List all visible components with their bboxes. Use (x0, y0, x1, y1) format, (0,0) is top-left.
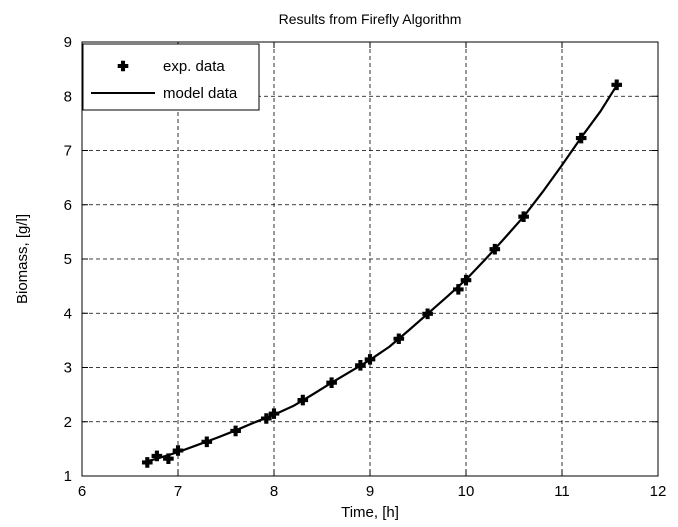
data-point (163, 453, 174, 464)
data-point (489, 243, 501, 255)
chart-title: Results from Firefly Algorithm (279, 11, 462, 27)
y-tick-label: 2 (64, 414, 72, 431)
x-tick-label: 8 (270, 483, 278, 500)
y-tick-label: 4 (64, 305, 72, 322)
data-point (355, 360, 366, 371)
legend: exp. data model data (82, 43, 260, 111)
y-tick-label: 3 (64, 360, 72, 377)
data-point (297, 394, 309, 406)
data-point (393, 333, 405, 345)
data-point (364, 354, 376, 365)
y-tick-label: 5 (64, 251, 72, 268)
legend-box (82, 43, 260, 111)
y-axis-title: Biomass, [g/l] (14, 214, 31, 304)
grid (82, 42, 658, 476)
legend-marker-exp-data (117, 60, 129, 72)
data-point (151, 450, 163, 462)
y-tick-label: 7 (64, 143, 72, 160)
data-point (575, 132, 587, 144)
x-tick-label: 9 (366, 483, 374, 500)
data-point (201, 436, 213, 448)
x-axis-title: Time, [h] (341, 504, 399, 521)
y-tick-label: 9 (64, 34, 72, 51)
y-tick-label: 6 (64, 197, 72, 214)
data-point (141, 457, 153, 468)
legend-marker-glyph (117, 60, 129, 72)
x-tick-label: 6 (78, 483, 86, 500)
y-tick-label: 8 (64, 88, 72, 105)
data-point (268, 408, 280, 419)
series-layer (141, 79, 623, 468)
data-point (453, 284, 464, 295)
series-line-model-data (146, 84, 618, 463)
data-point (518, 211, 529, 222)
data-point (422, 308, 433, 320)
x-tick-label: 11 (554, 483, 570, 500)
data-point (460, 274, 472, 286)
x-tick-label: 12 (650, 483, 667, 500)
data-point (172, 445, 184, 456)
x-tick-label: 7 (174, 483, 182, 500)
data-point (261, 413, 272, 424)
legend-label-exp-data: exp. data (163, 58, 225, 75)
data-point (230, 425, 241, 437)
data-point (326, 377, 337, 388)
y-tick-label: 1 (64, 468, 72, 485)
legend-label-model-data: model data (163, 85, 238, 102)
data-point (611, 79, 623, 91)
x-tick-label: 10 (458, 483, 475, 500)
